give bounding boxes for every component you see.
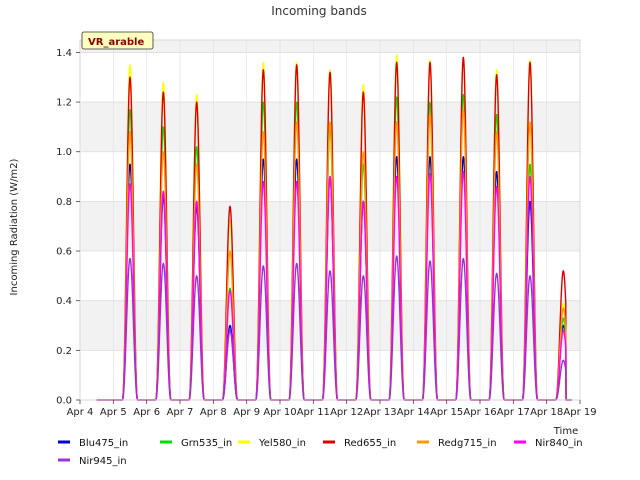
x-tick-label: Apr 6 <box>133 407 160 418</box>
plot-band <box>80 201 580 252</box>
legend: Blu475_in Grn535_in Yel580_in Red655_in Redg… <box>58 438 583 467</box>
y-tick-label: 0.8 <box>56 197 72 208</box>
x-tick-label: Apr 18 <box>530 407 563 418</box>
y-axis: 0.0 0.2 0.4 0.6 0.8 1.0 1.2 1.4 <box>56 48 80 407</box>
y-tick-label: 1.0 <box>56 147 72 158</box>
y-tick-label: 1.4 <box>56 48 72 59</box>
legend-label: Grn535_in <box>181 438 232 449</box>
x-tick-label: Apr 7 <box>167 407 194 418</box>
x-tick-label: Apr 8 <box>200 407 227 418</box>
x-axis: Apr 4 Apr 5 Apr 6 Apr 7 Apr 8 Apr 9 Apr 10 Apr … <box>67 400 597 418</box>
legend-label: Yel580_in <box>258 438 306 449</box>
x-tick-label: Apr 12 <box>330 407 363 418</box>
x-tick-label: Apr 15 <box>430 407 463 418</box>
x-axis-label: Time <box>553 426 578 437</box>
y-tick-label: 0.6 <box>56 247 72 258</box>
x-tick-label: Apr 16 <box>463 407 496 418</box>
legend-label: Nir945_in <box>79 456 127 467</box>
x-tick-label: Apr 10 <box>263 407 296 418</box>
plot-background <box>80 40 580 351</box>
legend-label: Redg715_in <box>438 438 497 449</box>
y-tick-label: 0.4 <box>56 296 72 307</box>
y-tick-label: 0.0 <box>56 396 72 407</box>
badge-label: VR_arable <box>88 37 144 48</box>
x-tick-label: Apr 13 <box>363 407 396 418</box>
y-axis-label: Incoming Radiation (W/m2) <box>9 158 20 295</box>
x-tick-label: Apr 14 <box>397 407 430 418</box>
y-tick-label: 0.2 <box>56 346 72 357</box>
x-tick-label: Apr 5 <box>100 407 127 418</box>
x-tick-label: Apr 11 <box>297 407 330 418</box>
legend-label: Nir840_in <box>535 438 583 449</box>
y-tick-label: 1.2 <box>56 98 72 109</box>
plot-band <box>80 300 580 351</box>
x-tick-label: Apr 19 <box>563 407 596 418</box>
plot-frame <box>79 39 581 401</box>
badge-box <box>81 31 154 50</box>
x-tick-label: Apr 4 <box>67 407 94 418</box>
chart-title: Incoming bands <box>271 4 367 18</box>
x-tick-label: Apr 17 <box>497 407 530 418</box>
legend-label: Red655_in <box>344 438 396 449</box>
plot-band <box>80 40 580 53</box>
x-tick-label: Apr 9 <box>233 407 260 418</box>
vr-arable-badge: VR_arable <box>81 31 154 50</box>
legend-label: Blu475_in <box>79 438 128 449</box>
